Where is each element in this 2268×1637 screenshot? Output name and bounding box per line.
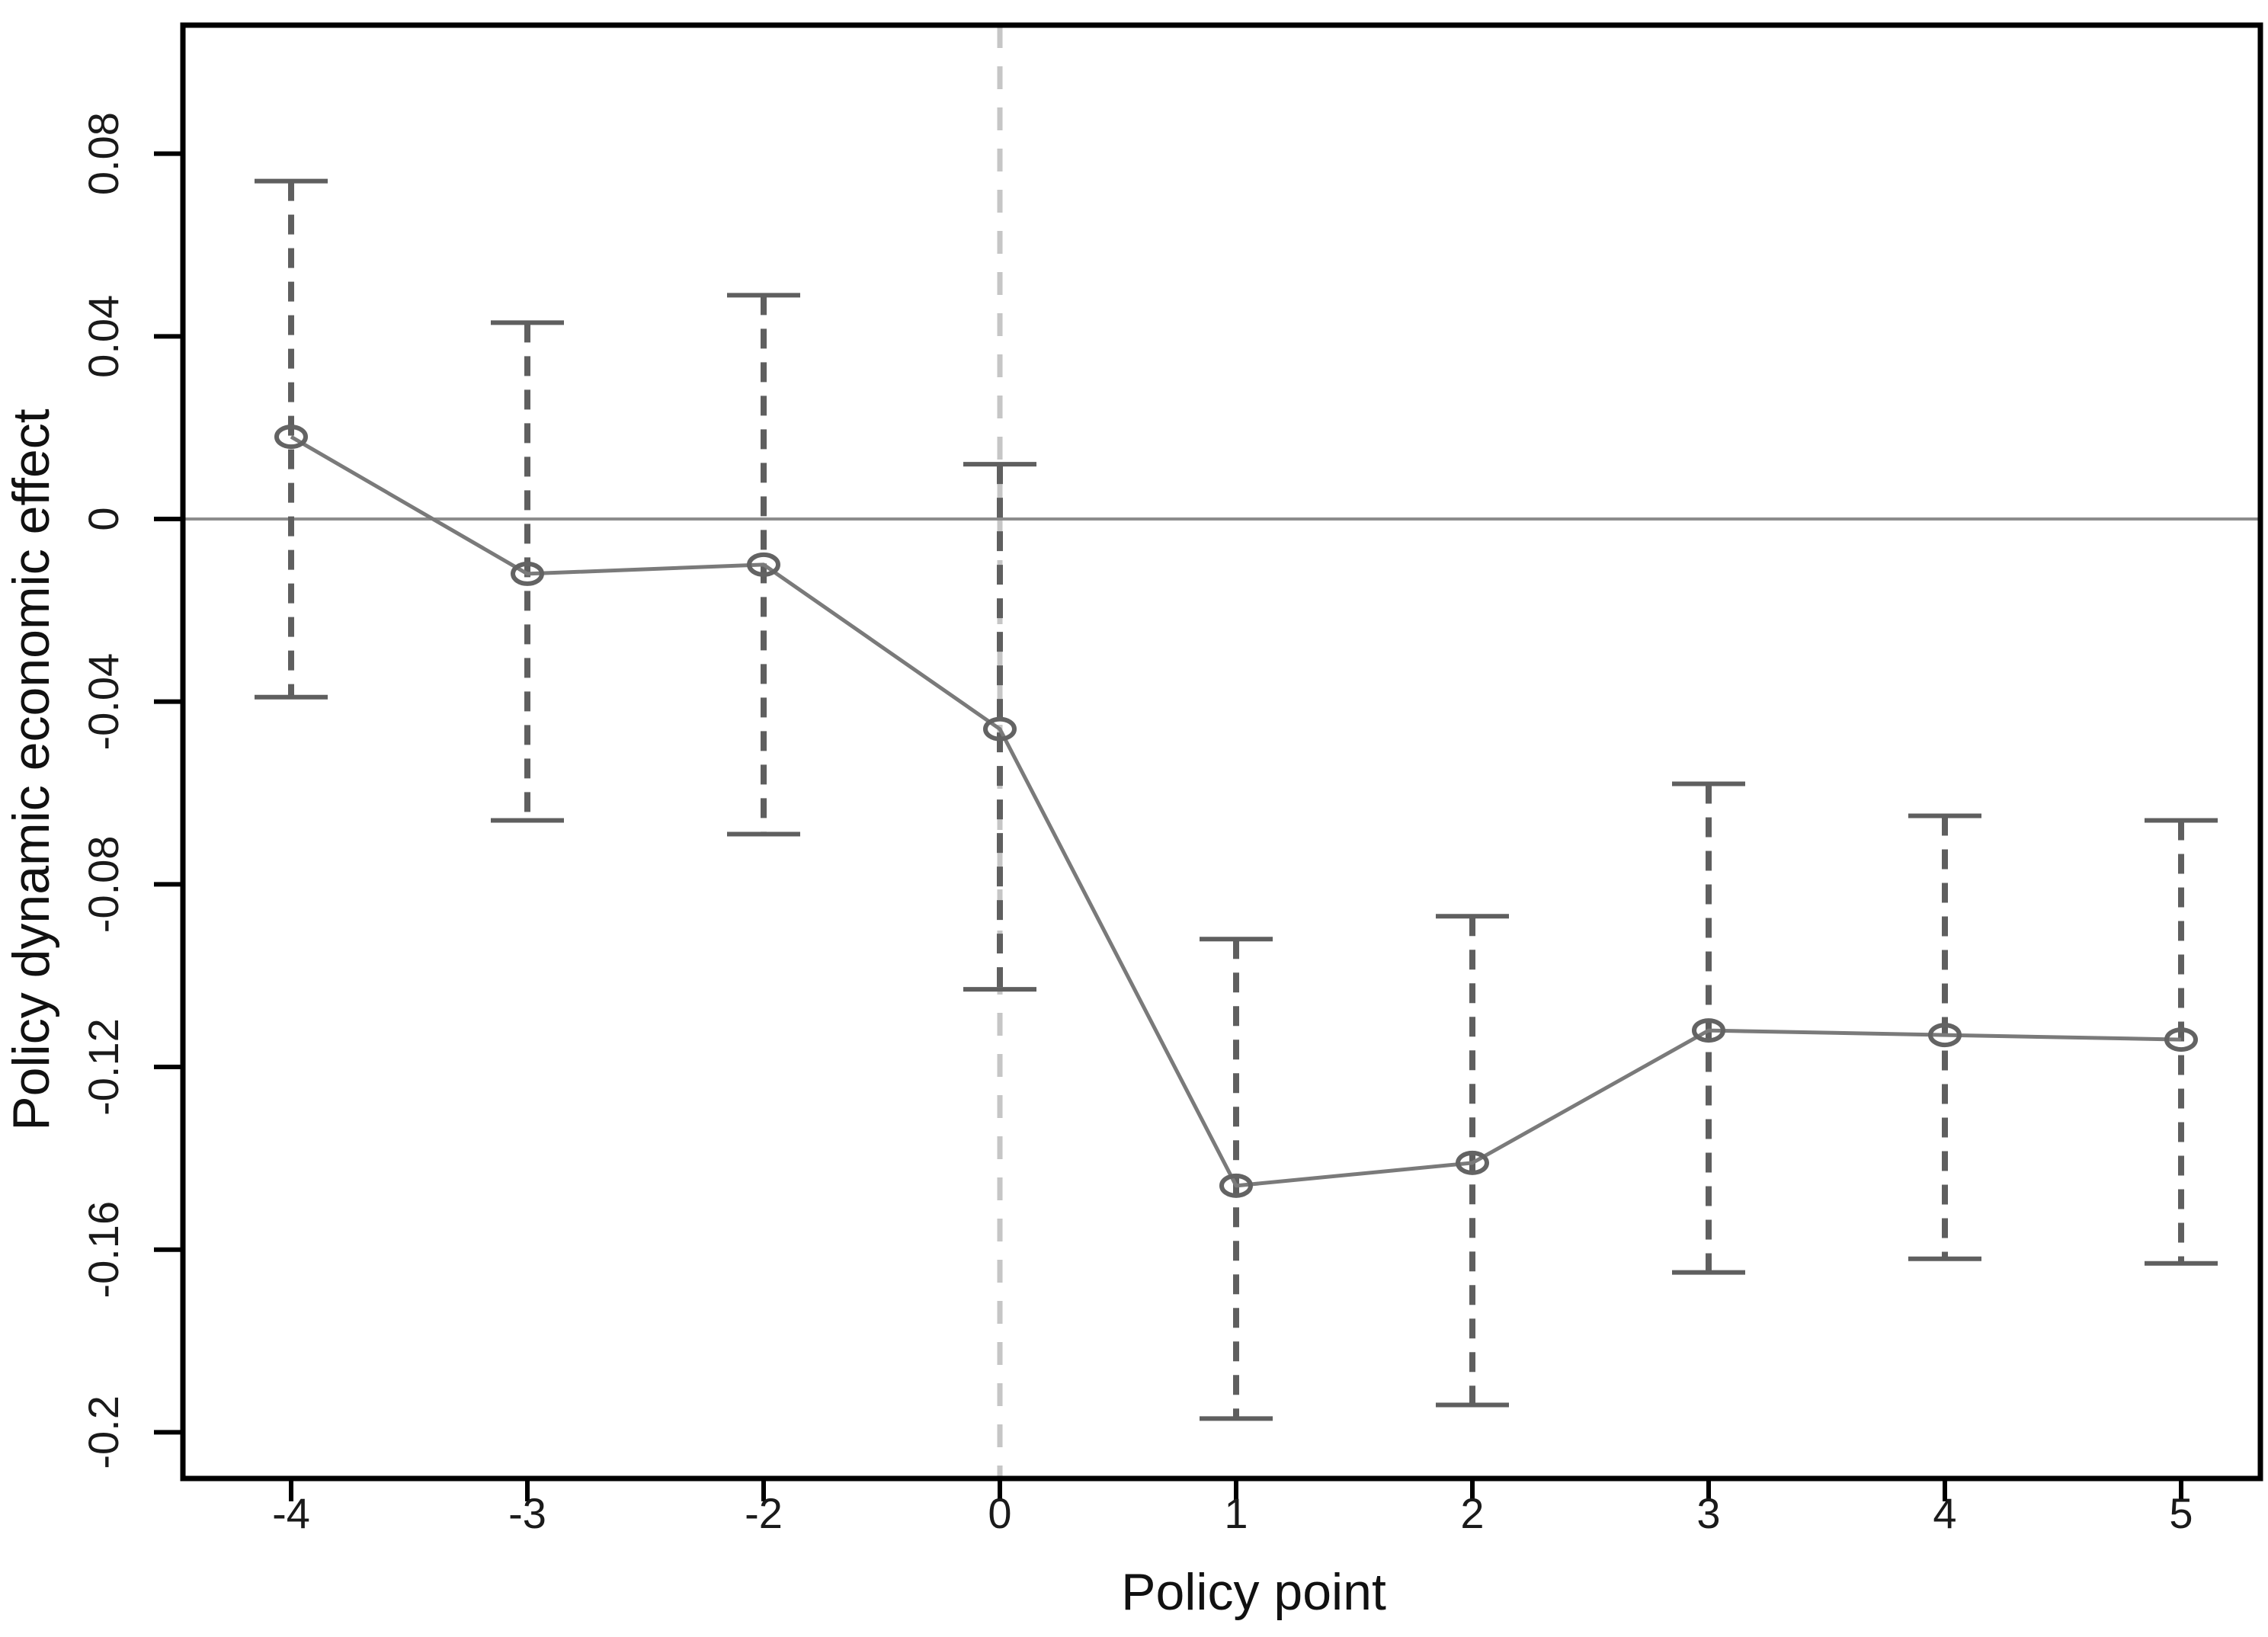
x-tick-label: -2: [745, 1489, 783, 1537]
data-point-marker: [1928, 1023, 1962, 1048]
data-point-marker: [1456, 1150, 1489, 1175]
x-tick-label: 2: [1460, 1489, 1484, 1537]
y-axis-ticks: 0.08 0.04 0 -0.04 -0.08 -0.12 -0.16 -0.2: [79, 112, 183, 1469]
x-tick-label: 1: [1224, 1489, 1248, 1537]
x-tick-label: -4: [272, 1489, 310, 1537]
y-tick-label: -0.16: [79, 1201, 127, 1299]
error-bars: [255, 178, 2218, 1421]
x-axis-title: Policy point: [1121, 1563, 1386, 1621]
x-tick-label: 3: [1696, 1489, 1720, 1537]
data-point-marker: [274, 424, 308, 450]
x-axis-ticks: -4 -3 -2 0 1 2 3 4 5: [272, 1478, 2193, 1537]
y-tick-label: 0.08: [79, 112, 127, 195]
x-tick-label: 0: [988, 1489, 1011, 1537]
y-tick-label: -0.2: [79, 1395, 127, 1469]
markers: [274, 424, 2198, 1198]
data-point-marker: [983, 716, 1017, 742]
x-tick-label: -3: [508, 1489, 546, 1537]
y-axis-title: Policy dynamic economic effect: [2, 408, 60, 1130]
y-tick-label: -0.04: [79, 653, 127, 751]
plot-border: [180, 22, 2263, 1482]
series-line: [290, 434, 2182, 1188]
y-tick-label: -0.12: [79, 1018, 127, 1116]
data-point-marker: [2164, 1027, 2198, 1052]
reference-lines: [183, 25, 2260, 1478]
x-tick-label: 5: [2169, 1489, 2193, 1537]
y-tick-label: 0.04: [79, 295, 127, 378]
data-point-marker: [511, 561, 544, 586]
x-tick-label: 4: [1933, 1489, 1956, 1537]
y-tick-label: 0: [79, 507, 127, 530]
data-point-marker: [1692, 1018, 1725, 1043]
data-point-marker: [1219, 1173, 1253, 1198]
estimate-line: [290, 434, 2182, 1188]
data-point-marker: [747, 552, 780, 577]
y-tick-label: -0.08: [79, 836, 127, 934]
